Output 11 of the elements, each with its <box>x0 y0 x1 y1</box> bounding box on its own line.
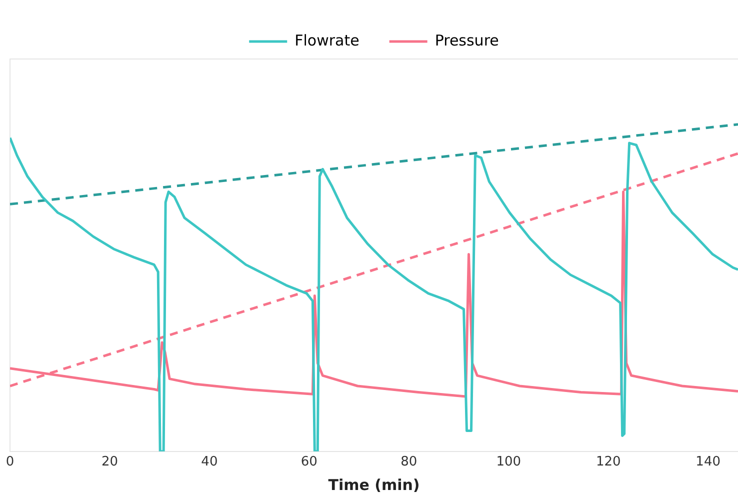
x-tick-label: 20 <box>101 454 118 470</box>
x-tick-label: 60 <box>300 454 318 470</box>
x-axis-title: Time (min) <box>328 476 420 494</box>
x-tick-label: 0 <box>6 454 14 470</box>
x-tick-label: 120 <box>596 454 621 470</box>
x-tick-label: 140 <box>696 454 720 470</box>
x-tick-label: 40 <box>201 454 218 470</box>
legend-label: Pressure <box>434 31 499 50</box>
x-tick-label: 100 <box>496 454 522 470</box>
x-tick-label: 80 <box>400 454 418 470</box>
legend-label: Flowrate <box>294 31 360 50</box>
